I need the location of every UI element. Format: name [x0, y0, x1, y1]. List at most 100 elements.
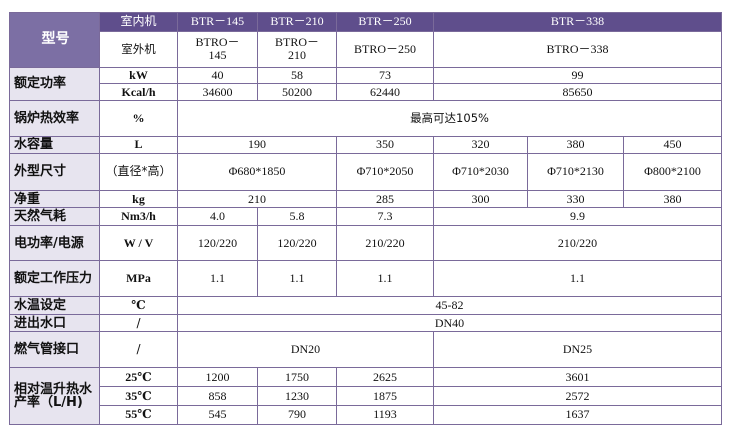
- kw-value-2: 58: [257, 66, 337, 85]
- model-label: 型号: [9, 12, 100, 68]
- net-weight-value-4: 330: [527, 189, 624, 209]
- gas-consumption-unit: Nm3/h: [99, 207, 178, 227]
- hot-water-35-row: 35℃ 858 1230 1875 2572: [10, 386, 723, 406]
- dimensions-value-2: Φ710*2050: [336, 152, 434, 191]
- gas-consumption-label: 天然气耗: [9, 207, 100, 227]
- water-temp-unit: ℃: [99, 295, 178, 315]
- water-capacity-unit: L: [99, 136, 178, 154]
- gas-consumption-value-1: 4.0: [177, 207, 258, 227]
- gas-pipe-label: 燃气管接口: [9, 331, 100, 369]
- power-supply-unit: W / V: [99, 225, 178, 261]
- hot-water-55-value-3: 1193: [336, 404, 434, 426]
- net-weight-unit: kg: [99, 189, 178, 209]
- rise-55-unit: 55℃: [99, 404, 178, 426]
- efficiency-row: 锅炉热效率 % 最高可达105%: [9, 100, 723, 137]
- hot-water-35-value-3: 1875: [336, 386, 434, 406]
- net-weight-row: 净重 kg 210 285 300 330 380: [9, 189, 723, 209]
- dimensions-value-4: Φ710*2130: [527, 152, 624, 191]
- indoor-model-3: BTR－250: [336, 12, 434, 32]
- gas-consumption-value-3: 7.3: [336, 207, 434, 227]
- water-temp-value: 45-82: [176, 295, 723, 315]
- kcal-value-3: 62440: [336, 83, 434, 102]
- rise-35-unit: 35℃: [99, 386, 178, 406]
- working-pressure-label: 额定工作压力: [9, 259, 100, 297]
- dimensions-unit: （直径*高）: [99, 152, 178, 191]
- power-supply-value-2: 120/220: [257, 225, 337, 261]
- efficiency-value: 最高可达105%: [176, 100, 723, 137]
- hot-water-25-value-4: 3601: [432, 367, 723, 388]
- efficiency-label: 锅炉热效率: [9, 100, 100, 137]
- dimensions-value-3: Φ710*2030: [433, 152, 528, 191]
- gas-consumption-value-2: 5.8: [257, 207, 337, 227]
- hot-water-35-value-1: 858: [177, 386, 258, 406]
- outdoor-label: 室外机: [99, 30, 178, 68]
- gas-pipe-value-2: DN25: [432, 331, 723, 369]
- inlet-outlet-unit: /: [99, 313, 178, 333]
- hot-water-25-value-2: 1750: [257, 367, 337, 388]
- dimensions-row: 外型尺寸 （直径*高） Φ680*1850 Φ710*2050 Φ710*203…: [9, 152, 723, 191]
- inlet-outlet-value: DN40: [176, 313, 723, 333]
- water-capacity-row: 水容量 L 190 350 320 380 450: [9, 136, 723, 154]
- indoor-model-2: BTR－210: [257, 12, 337, 32]
- kw-unit: kW: [99, 66, 178, 85]
- hot-water-label: 相对温升热水产率（L/H): [9, 367, 100, 425]
- water-capacity-value-5: 450: [622, 136, 723, 154]
- gas-consumption-row: 天然气耗 Nm3/h 4.0 5.8 7.3 9.9: [9, 207, 723, 227]
- indoor-model-4: BTR－338: [432, 12, 723, 32]
- gas-pipe-value-1: DN20: [177, 331, 434, 369]
- dimensions-value-1: Φ680*1850: [177, 152, 337, 191]
- kw-value-4: 99: [432, 66, 723, 85]
- hot-water-25-value-1: 1200: [177, 367, 258, 388]
- efficiency-unit: %: [99, 100, 178, 137]
- hot-water-25-row: 相对温升热水产率（L/H) 25℃ 1200 1750 2625 3601: [9, 367, 723, 425]
- gas-consumption-value-4: 9.9: [432, 207, 723, 227]
- rated-power-label: 额定功率: [9, 66, 100, 102]
- rated-power-kw-row: 额定功率 kW 40 58 73 99: [9, 66, 723, 102]
- outdoor-model-4: BTRO－338: [432, 30, 723, 68]
- water-capacity-label: 水容量: [9, 136, 100, 154]
- power-supply-value-1: 120/220: [177, 225, 258, 261]
- net-weight-value-5: 380: [622, 189, 723, 209]
- hot-water-55-value-2: 790: [257, 404, 337, 426]
- spec-table: 型号 室内机 BTR－145 BTR－210 BTR－250 BTR－338 室…: [9, 12, 723, 426]
- hot-water-35-value-4: 2572: [432, 386, 723, 406]
- kcal-value-1: 34600: [177, 83, 258, 102]
- power-supply-row: 电功率/电源 W / V 120/220 120/220 210/220 210…: [9, 225, 723, 261]
- hot-water-55-row: 55℃ 545 790 1193 1637: [10, 404, 723, 426]
- rise-25-unit: 25℃: [99, 367, 178, 388]
- kw-value-1: 40: [177, 66, 258, 85]
- hot-water-55-value-4: 1637: [432, 404, 723, 426]
- net-weight-value-1: 210: [177, 189, 337, 209]
- hot-water-35-value-2: 1230: [257, 386, 337, 406]
- hot-water-25-value-3: 2625: [336, 367, 434, 388]
- outdoor-model-2: BTRO－ 210: [257, 30, 337, 68]
- working-pressure-value-1: 1.1: [177, 259, 258, 297]
- dimensions-value-5: Φ800*2100: [622, 152, 723, 191]
- power-supply-value-3: 210/220: [336, 225, 434, 261]
- power-supply-label: 电功率/电源: [9, 225, 100, 261]
- water-capacity-value-2: 350: [336, 136, 434, 154]
- gas-pipe-row: 燃气管接口 / DN20 DN25: [9, 331, 723, 369]
- working-pressure-row: 额定工作压力 MPa 1.1 1.1 1.1 1.1: [9, 259, 723, 297]
- kcal-value-2: 50200: [257, 83, 337, 102]
- water-temp-label: 水温设定: [9, 295, 100, 315]
- working-pressure-value-3: 1.1: [336, 259, 434, 297]
- hot-water-55-value-1: 545: [177, 404, 258, 426]
- water-capacity-value-1: 190: [177, 136, 337, 154]
- outdoor-model-1: BTRO－ 145: [177, 30, 258, 68]
- working-pressure-unit: MPa: [99, 259, 178, 297]
- header-outdoor-row: 室外机 BTRO－ 145 BTRO－ 210 BTRO－250 BTRO－33…: [10, 30, 723, 68]
- kcal-value-4: 85650: [432, 83, 723, 102]
- inlet-outlet-label: 进出水口: [9, 313, 100, 333]
- net-weight-value-3: 300: [433, 189, 528, 209]
- working-pressure-value-4: 1.1: [432, 259, 723, 297]
- net-weight-label: 净重: [9, 189, 100, 209]
- outdoor-model-3: BTRO－250: [336, 30, 434, 68]
- indoor-model-1: BTR－145: [177, 12, 258, 32]
- water-capacity-value-3: 320: [433, 136, 528, 154]
- dimensions-label: 外型尺寸: [9, 152, 100, 191]
- header-indoor-row: 型号 室内机 BTR－145 BTR－210 BTR－250 BTR－338: [9, 12, 723, 68]
- indoor-label: 室内机: [99, 12, 178, 32]
- inlet-outlet-row: 进出水口 / DN40: [9, 313, 723, 333]
- water-temp-row: 水温设定 ℃ 45-82: [9, 295, 723, 315]
